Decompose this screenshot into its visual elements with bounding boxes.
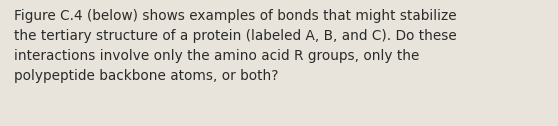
Text: Figure C.4 (below) shows examples of bonds that might stabilize
the tertiary str: Figure C.4 (below) shows examples of bon… [14,9,456,83]
